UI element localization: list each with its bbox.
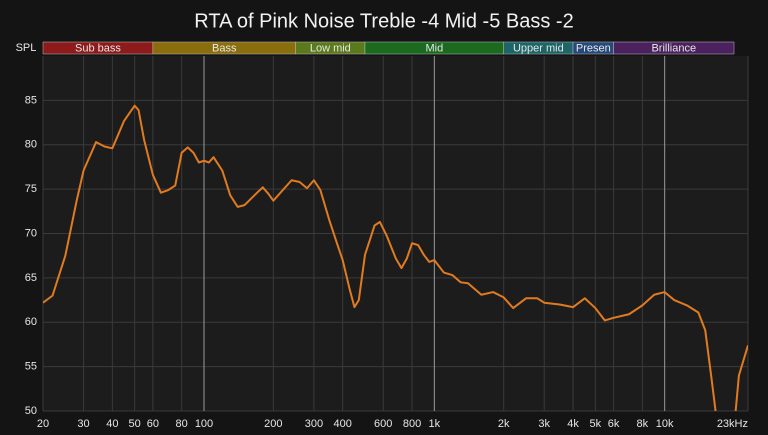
x-tick-label: 30 — [77, 418, 89, 430]
y-tick-label: 85 — [25, 94, 37, 106]
y-tick-label: 75 — [25, 183, 37, 195]
x-tick-label: 40 — [106, 418, 118, 430]
y-tick-label: 80 — [25, 139, 37, 151]
band-label: Low mid — [310, 42, 351, 54]
band-label: Sub bass — [75, 42, 121, 54]
x-tick-label: 5k — [590, 418, 602, 430]
y-tick-label: 70 — [25, 227, 37, 239]
x-tick-label: 1k — [429, 418, 441, 430]
x-tick-label: 400 — [333, 418, 351, 430]
x-tick-label: 60 — [147, 418, 159, 430]
band-label: Bass — [212, 42, 237, 54]
x-tick-label: 800 — [403, 418, 421, 430]
x-tick-label: 2k — [498, 418, 510, 430]
x-tick-label: 10k — [656, 418, 674, 430]
x-tick-label: 200 — [264, 418, 282, 430]
band-label: Presen — [576, 42, 611, 54]
x-tick-label: 8k — [637, 418, 649, 430]
x-tick-label: 300 — [305, 418, 323, 430]
plot-lines — [43, 104, 748, 411]
band — [613, 41, 735, 55]
y-tick-label: 60 — [25, 316, 37, 328]
x-tick-label: 600 — [374, 418, 392, 430]
x-tick-label: 100 — [195, 418, 213, 430]
y-tick-label: 50 — [25, 405, 37, 417]
series-line — [43, 104, 748, 411]
x-tick-label: 4k — [567, 418, 579, 430]
x-tick-label: 80 — [176, 418, 188, 430]
x-tick-label: 23kHz — [717, 418, 748, 430]
band-label: Upper mid — [513, 42, 564, 54]
band-label: Mid — [425, 42, 443, 54]
x-tick-label: 3k — [538, 418, 550, 430]
y-tick-label: 65 — [25, 272, 37, 284]
band-label: Brilliance — [651, 42, 696, 54]
x-tick-label: 6k — [608, 418, 620, 430]
chart-title: RTA of Pink Noise Treble -4 Mid -5 Bass … — [194, 10, 573, 32]
y-axis-label: SPL — [16, 42, 37, 54]
y-tick-label: 55 — [25, 361, 37, 373]
x-tick-label: 20 — [37, 418, 49, 430]
x-tick-label: 50 — [129, 418, 141, 430]
